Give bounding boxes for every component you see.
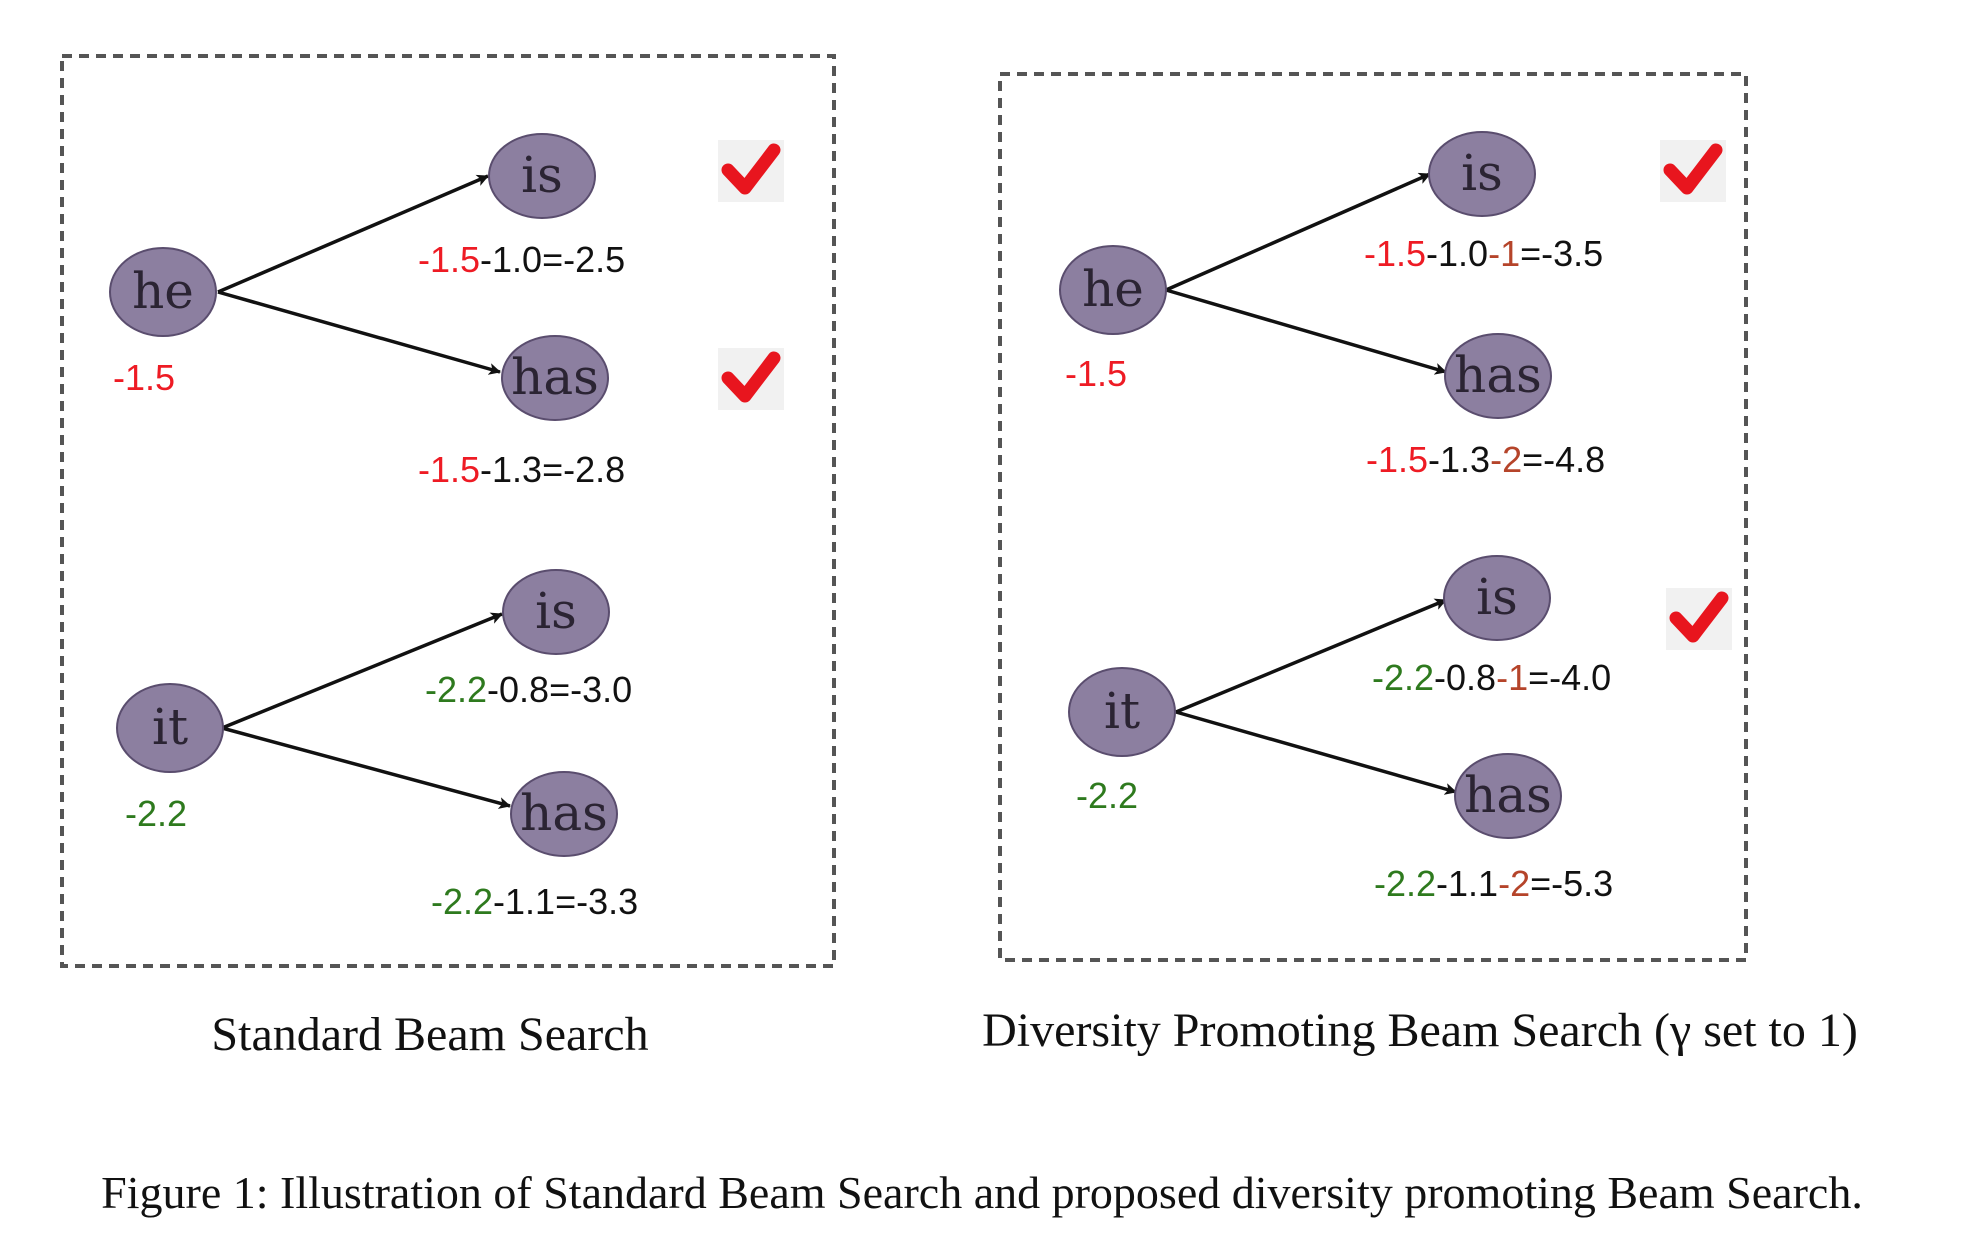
step-score: -1.3=-2.8 (480, 449, 625, 490)
total-score: =-5.3 (1530, 863, 1613, 904)
node-has: has (1445, 334, 1551, 418)
prior-score: -2.2 (425, 669, 487, 710)
root-score: -2.2 (1076, 775, 1138, 816)
diversity-penalty: -2 (1490, 439, 1522, 480)
step-score: -1.3 (1428, 439, 1490, 480)
check-icon (1666, 588, 1732, 650)
node-label: is (521, 146, 563, 204)
standard-beam-search-panel: he -1.5 is -1.5-1.0=-2.5 has -1.5-1.3=-2… (62, 56, 834, 1061)
edge-it-has (1176, 712, 1456, 792)
node-label: has (520, 784, 608, 842)
root-score: -2.2 (125, 793, 187, 834)
path-score: -1.5-1.3=-2.8 (418, 449, 625, 490)
diverse-panel-caption: Diversity Promoting Beam Search (γ set t… (982, 1004, 1858, 1057)
edge-he-has (218, 292, 500, 372)
node-he: he (110, 248, 216, 336)
total-score: =-4.0 (1528, 657, 1611, 698)
prior-score: -2.2 (1374, 863, 1436, 904)
prior-score: -1.5 (1366, 439, 1428, 480)
check-icon (718, 140, 784, 202)
edge-it-has (222, 728, 510, 806)
node-it: it (117, 684, 223, 772)
node-he: he (1060, 246, 1166, 334)
node-is: is (489, 134, 595, 218)
node-has: has (511, 772, 617, 856)
check-icon (718, 348, 784, 410)
path-score: -2.2-1.1=-3.3 (431, 881, 638, 922)
node-is: is (503, 570, 609, 654)
diversity-beam-search-panel: he -1.5 is -1.5-1.0-1=-3.5 has -1.5-1.3-… (982, 74, 1858, 1057)
node-label: it (152, 698, 188, 756)
total-score: =-4.8 (1522, 439, 1605, 480)
step-score: -0.8 (1434, 657, 1496, 698)
step-score: -0.8=-3.0 (487, 669, 632, 710)
step-score: -1.1=-3.3 (493, 881, 638, 922)
edge-he-has (1166, 290, 1446, 372)
path-score: -2.2-1.1-2=-5.3 (1374, 863, 1613, 904)
step-score: -1.1 (1436, 863, 1498, 904)
prior-score: -1.5 (418, 449, 480, 490)
prior-score: -1.5 (418, 239, 480, 280)
diversity-penalty: -2 (1498, 863, 1530, 904)
path-score: -2.2-0.8-1=-4.0 (1372, 657, 1611, 698)
node-has: has (1455, 754, 1561, 838)
root-score: -1.5 (113, 357, 175, 398)
total-score: =-3.5 (1520, 233, 1603, 274)
figure-caption: Figure 1: Illustration of Standard Beam … (101, 1167, 1863, 1218)
step-score: -1.0=-2.5 (480, 239, 625, 280)
node-is: is (1444, 556, 1550, 640)
diversity-penalty: -1 (1496, 657, 1528, 698)
node-label: he (132, 262, 194, 320)
step-score: -1.0 (1426, 233, 1488, 274)
path-score: -1.5-1.0-1=-3.5 (1364, 233, 1603, 274)
node-label: is (1476, 568, 1518, 626)
root-score: -1.5 (1065, 353, 1127, 394)
node-label: is (535, 582, 577, 640)
node-label: it (1104, 682, 1140, 740)
node-label: has (1454, 346, 1542, 404)
path-score: -1.5-1.3-2=-4.8 (1366, 439, 1605, 480)
standard-panel-caption: Standard Beam Search (211, 1008, 648, 1061)
node-is: is (1429, 132, 1535, 216)
diversity-penalty: -1 (1488, 233, 1520, 274)
prior-score: -2.2 (1372, 657, 1434, 698)
node-label: he (1082, 260, 1144, 318)
prior-score: -2.2 (431, 881, 493, 922)
path-score: -1.5-1.0=-2.5 (418, 239, 625, 280)
node-label: has (511, 348, 599, 406)
check-icon (1660, 140, 1726, 202)
node-label: has (1464, 766, 1552, 824)
node-it: it (1069, 668, 1175, 756)
node-has: has (502, 336, 608, 420)
diverse-panel-frame (1000, 74, 1746, 960)
path-score: -2.2-0.8=-3.0 (425, 669, 632, 710)
prior-score: -1.5 (1364, 233, 1426, 274)
node-label: is (1461, 144, 1503, 202)
